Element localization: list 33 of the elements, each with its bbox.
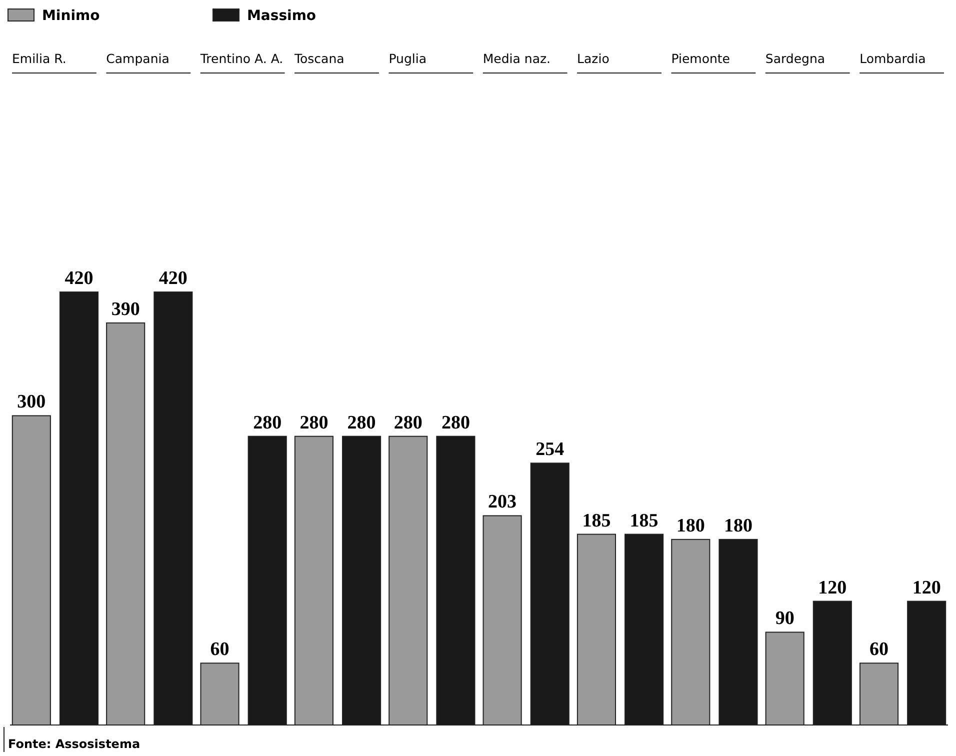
data-label: 280: [347, 412, 376, 434]
data-label: 254: [536, 439, 565, 460]
x-tick-label: Sardegna: [765, 51, 826, 66]
data-label: 120: [912, 577, 941, 598]
data-label: 180: [724, 515, 752, 536]
data-label: 280: [253, 412, 282, 434]
source-note: Fonte: Assosistema: [8, 737, 140, 751]
data-label: 185: [630, 510, 658, 532]
data-label: 300: [17, 392, 46, 413]
x-tick-label: Emilia R.: [12, 51, 66, 66]
data-label: 420: [158, 268, 188, 289]
x-tick-label: Puglia: [388, 51, 426, 66]
data-label: 90: [775, 608, 794, 630]
x-tick-label: Piemonte: [671, 51, 730, 66]
x-tick-label: Lazio: [577, 51, 610, 66]
data-label: 180: [676, 515, 705, 536]
data-label: 60: [210, 639, 230, 660]
data-label: 203: [488, 492, 517, 513]
x-tick-label: Lombardia: [860, 51, 926, 66]
data-label: 280: [394, 412, 422, 434]
x-tick-label: Campania: [106, 51, 170, 66]
x-tick-label: Trentino A. A.: [199, 51, 284, 66]
data-label: 280: [300, 412, 328, 434]
data-label: 120: [818, 577, 847, 598]
legend-label: Minimo: [42, 8, 100, 24]
data-label: 280: [441, 412, 470, 434]
data-label: 185: [582, 510, 611, 532]
data-label: 390: [111, 298, 140, 320]
x-tick-label: Media naz.: [482, 51, 551, 66]
legend-label: Massimo: [247, 8, 316, 24]
data-label: 420: [64, 268, 94, 289]
data-label: 60: [870, 639, 889, 660]
x-tick-label: Toscana: [294, 51, 344, 66]
